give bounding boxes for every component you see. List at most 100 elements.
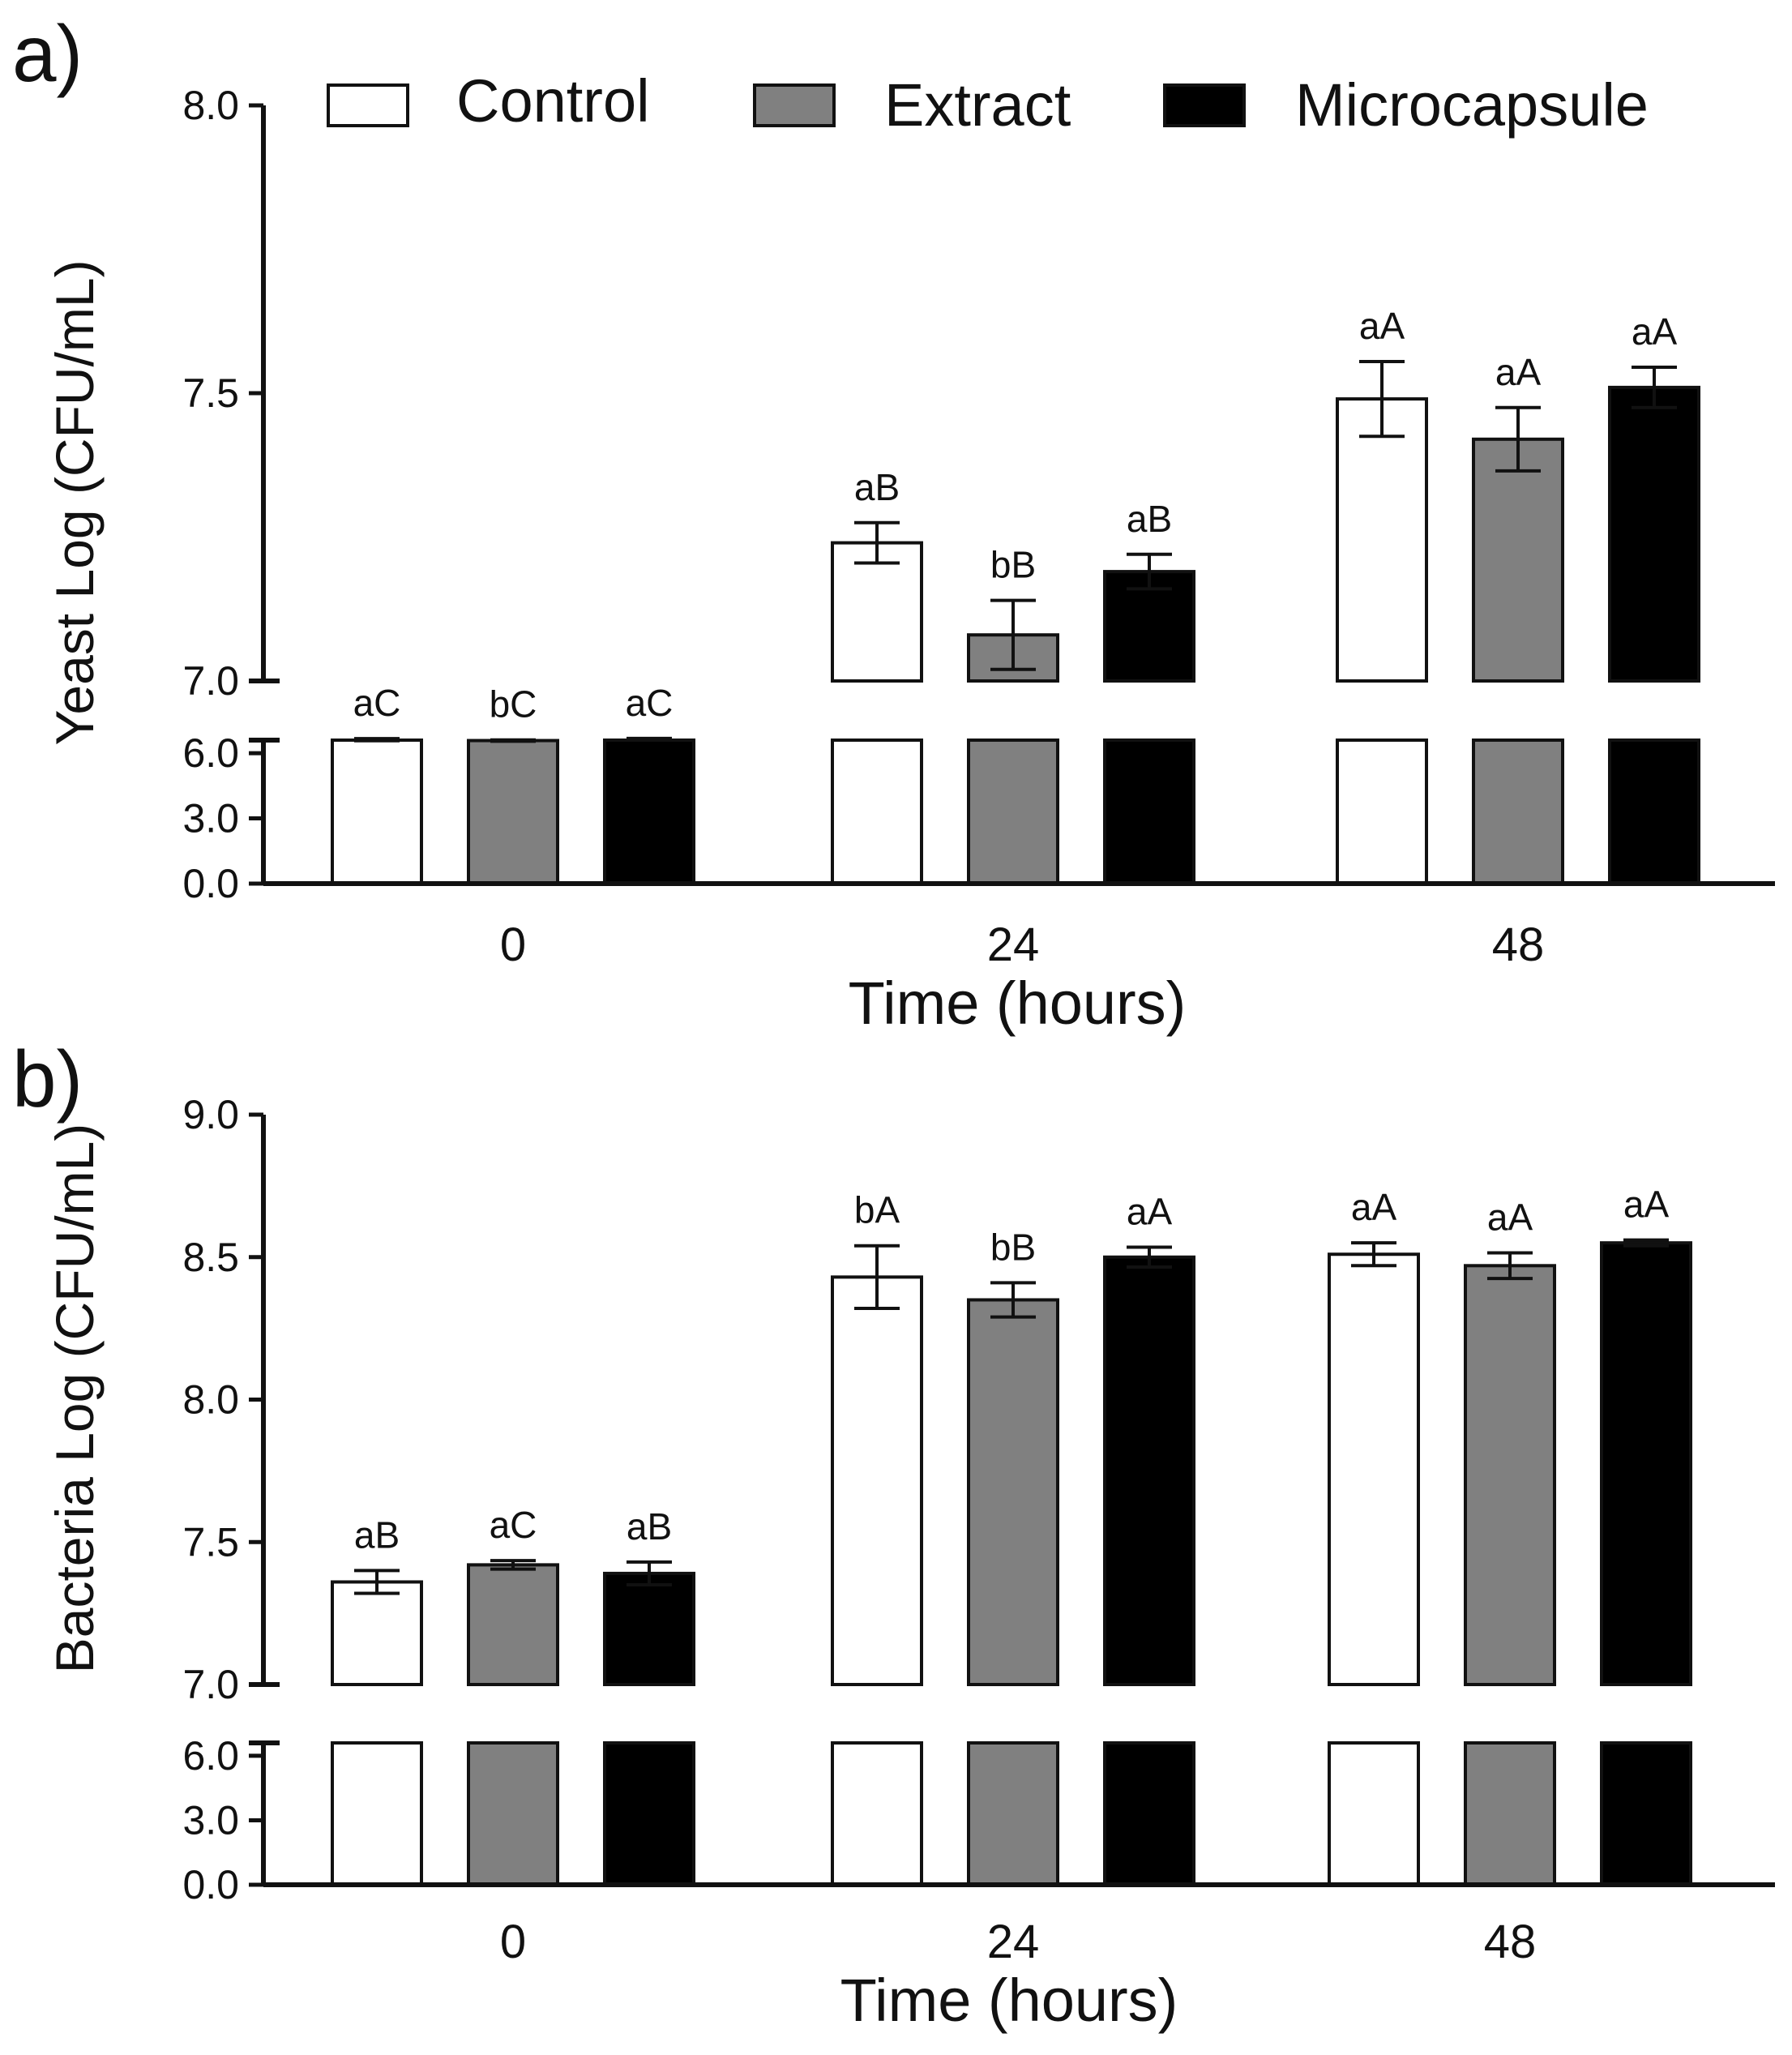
bar-extract-0h-lower bbox=[467, 1741, 559, 1886]
bar-extract-24h-lower bbox=[967, 1741, 1059, 1886]
legend-swatch-microcapsule bbox=[1163, 83, 1246, 127]
bar-control-24h-upper bbox=[831, 541, 923, 683]
y-tick-label: 0.0 bbox=[182, 861, 239, 906]
y-tick-label: 6.0 bbox=[182, 730, 239, 776]
bar-microcapsule-24h-upper bbox=[1103, 1255, 1195, 1686]
data-label-microcapsule-48h: aA bbox=[1623, 1184, 1670, 1226]
error-bar-control-48h bbox=[1359, 359, 1405, 439]
legend-swatch-control bbox=[327, 83, 409, 127]
bar-control-48h-lower bbox=[1336, 739, 1428, 885]
bar-microcapsule-0h-upper bbox=[603, 1571, 695, 1687]
bar-extract-48h-upper bbox=[1464, 1264, 1556, 1687]
bar-microcapsule-0h-lower bbox=[603, 739, 695, 885]
data-label-microcapsule-0h: aB bbox=[627, 1505, 672, 1548]
data-label-microcapsule-24h: aB bbox=[1127, 498, 1172, 540]
data-label-extract-24h: bB bbox=[990, 1226, 1036, 1268]
y-tick-label: 8.0 bbox=[182, 1377, 239, 1423]
bar-control-0h-lower bbox=[331, 739, 423, 885]
x-tick-label-48: 48 bbox=[1484, 1916, 1537, 1968]
error-bar-microcapsule-0h bbox=[627, 1560, 672, 1586]
y-axis-title: Bacteria Log (CFU/mL) bbox=[45, 1124, 105, 1674]
error-bar-control-24h bbox=[854, 520, 900, 565]
error-bar-extract-24h bbox=[990, 598, 1036, 671]
data-label-extract-0h: bC bbox=[490, 683, 537, 726]
data-label-microcapsule-0h: aC bbox=[626, 682, 674, 724]
bar-microcapsule-48h-upper bbox=[1608, 385, 1700, 683]
panel-label: a) bbox=[12, 9, 83, 98]
bar-microcapsule-24h-lower bbox=[1103, 1741, 1195, 1886]
bar-control-0h-upper bbox=[331, 1580, 423, 1686]
bar-extract-24h-upper bbox=[967, 1298, 1059, 1686]
error-bar-microcapsule-24h bbox=[1127, 1245, 1172, 1269]
y-tick-label: 3.0 bbox=[182, 1797, 239, 1843]
data-label-extract-0h: aC bbox=[490, 1504, 537, 1546]
bar-microcapsule-24h-lower bbox=[1103, 739, 1195, 885]
error-bar-microcapsule-48h bbox=[1632, 366, 1677, 409]
bar-microcapsule-0h-lower bbox=[603, 1741, 695, 1886]
panel-label: b) bbox=[12, 1034, 83, 1124]
x-tick-label-0: 0 bbox=[500, 1916, 526, 1968]
x-tick-label-0: 0 bbox=[500, 918, 526, 971]
data-label-microcapsule-24h: aA bbox=[1127, 1190, 1173, 1232]
y-tick-label: 9.0 bbox=[182, 1092, 239, 1137]
legend-label-extract: Extract bbox=[884, 71, 1071, 139]
error-bar-extract-24h bbox=[990, 1281, 1036, 1319]
panel-b: aB bA aA aC bB aA aB aA aA 0.0 3.0 6.0 7.0 7.5 8.0 8.5 9… bbox=[12, 1034, 1775, 2034]
error-bar-extract-0h bbox=[490, 1559, 536, 1571]
y-tick-label: 7.5 bbox=[182, 370, 239, 416]
y-tick-label: 3.0 bbox=[182, 796, 239, 841]
error-bar-microcapsule-0h bbox=[627, 736, 672, 742]
bar-control-0h-lower bbox=[331, 1741, 423, 1886]
data-label-control-24h: bA bbox=[854, 1189, 900, 1231]
bar-extract-0h-upper bbox=[467, 1563, 559, 1686]
x-tick-label-48: 48 bbox=[1492, 918, 1545, 971]
panel-a: aC aB aA bC bB aA aC aB aA 0.0 3.0 6.0 7.0 7.5 8.0 0 24 4… bbox=[12, 9, 1775, 1037]
legend-label-microcapsule: Microcapsule bbox=[1295, 71, 1649, 139]
y-axis-title: Yeast Log (CFU/mL) bbox=[45, 259, 105, 745]
error-bar-control-0h bbox=[354, 737, 400, 743]
error-bar-control-0h bbox=[354, 1569, 400, 1595]
bar-microcapsule-48h-lower bbox=[1608, 739, 1700, 885]
data-label-microcapsule-48h: aA bbox=[1632, 310, 1678, 353]
y-tick-label: 8.0 bbox=[182, 83, 239, 128]
error-bar-control-48h bbox=[1351, 1241, 1396, 1268]
y-tick-label: 6.0 bbox=[182, 1733, 239, 1779]
legend: Control Extract Microcapsule bbox=[327, 67, 1649, 139]
bar-control-48h-upper bbox=[1328, 1252, 1420, 1686]
bar-extract-48h-lower bbox=[1472, 739, 1564, 885]
bar-control-24h-lower bbox=[831, 1741, 923, 1886]
error-bar-control-24h bbox=[854, 1244, 900, 1311]
data-label-control-48h: aA bbox=[1351, 1186, 1397, 1228]
legend-label-control: Control bbox=[456, 67, 650, 135]
x-axis-title: Time (hours) bbox=[840, 1967, 1178, 2034]
error-bar-extract-48h bbox=[1487, 1251, 1533, 1281]
x-axis-title: Time (hours) bbox=[849, 970, 1187, 1037]
bar-extract-48h-lower bbox=[1464, 1741, 1556, 1886]
y-tick-label: 7.0 bbox=[182, 1662, 239, 1707]
data-label-control-24h: aB bbox=[854, 466, 900, 508]
y-tick-label: 0.0 bbox=[182, 1862, 239, 1907]
bar-microcapsule-48h-lower bbox=[1600, 1741, 1692, 1886]
data-label-extract-24h: bB bbox=[990, 544, 1036, 586]
error-bar-extract-48h bbox=[1495, 405, 1541, 473]
data-label-control-0h: aC bbox=[353, 682, 401, 724]
data-label-extract-48h: aA bbox=[1487, 1196, 1533, 1238]
bar-microcapsule-48h-upper bbox=[1600, 1241, 1692, 1687]
data-label-control-48h: aA bbox=[1359, 305, 1405, 347]
x-tick-label-24: 24 bbox=[987, 1916, 1040, 1968]
y-tick-label: 7.5 bbox=[182, 1519, 239, 1565]
bar-control-48h-lower bbox=[1328, 1741, 1420, 1886]
bar-control-24h-lower bbox=[831, 739, 923, 885]
legend-swatch-extract bbox=[753, 83, 836, 127]
data-label-control-0h: aB bbox=[354, 1513, 400, 1556]
bar-control-24h-upper bbox=[831, 1275, 923, 1686]
y-tick-label: 8.5 bbox=[182, 1235, 239, 1280]
x-tick-label-24: 24 bbox=[987, 918, 1040, 971]
bar-extract-0h-lower bbox=[467, 739, 559, 886]
bar-control-48h-upper bbox=[1336, 397, 1428, 683]
error-bar-microcapsule-48h bbox=[1623, 1238, 1669, 1248]
error-bar-microcapsule-24h bbox=[1127, 552, 1172, 591]
error-bar-extract-0h bbox=[490, 738, 536, 743]
bar-extract-48h-upper bbox=[1472, 437, 1564, 683]
